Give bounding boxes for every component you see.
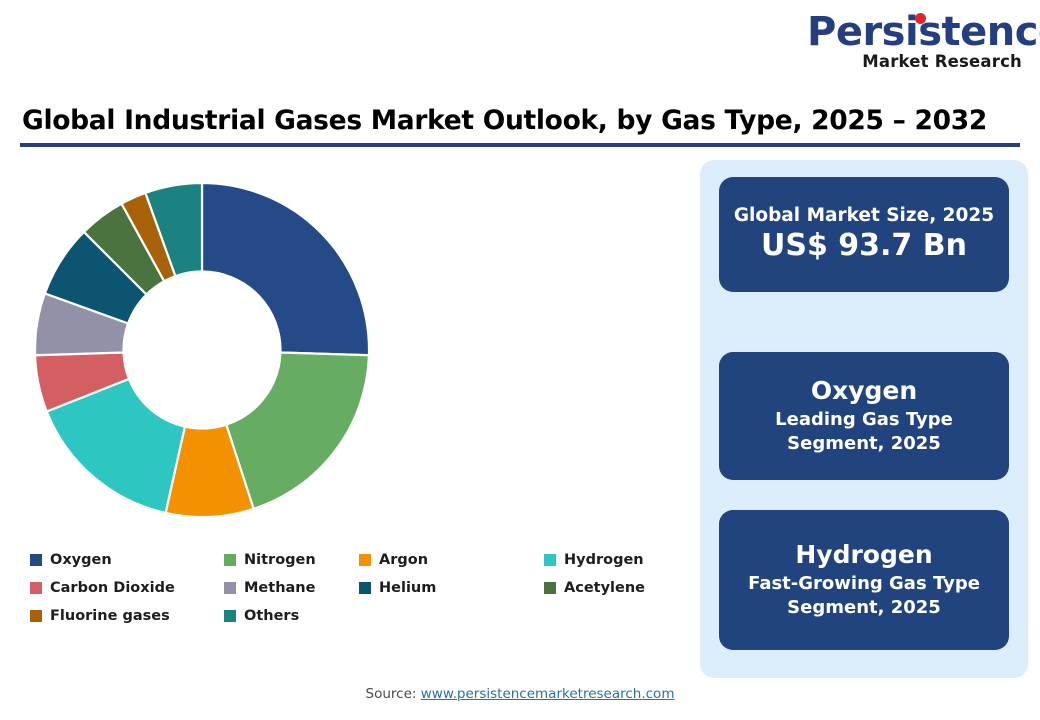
donut-chart-area: Oxygen: 25.5%Nitrogen: 19.5%Argon: 8.5%H…: [20, 160, 680, 540]
legend-swatch-icon: [359, 582, 371, 594]
legend-item-hydrogen[interactable]: Hydrogen: [544, 546, 680, 574]
donut-slice-hydrogen[interactable]: Hydrogen: 15.5%: [45, 377, 187, 515]
legend-swatch-icon: [30, 610, 42, 622]
donut-slice-group: Oxygen: 25.5%Nitrogen: 19.5%Argon: 8.5%H…: [33, 181, 371, 519]
title-divider: [20, 143, 1020, 147]
fast-growing-segment-card: Hydrogen Fast-Growing Gas Type Segment, …: [719, 510, 1009, 650]
legend-item-label: Acetylene: [564, 580, 645, 596]
market-size-card-value: US$ 93.7 Bn: [761, 228, 967, 264]
brand-logo: Persistence Market Research: [807, 12, 1040, 71]
legend-swatch-icon: [544, 582, 556, 594]
legend-item-helium[interactable]: Helium: [359, 574, 544, 602]
brand-accent-dot-icon: [915, 13, 926, 24]
source-prefix-label: Source:: [365, 686, 421, 702]
legend-item-label: Oxygen: [50, 552, 112, 568]
chart-legend: Oxygen Nitrogen Argon Hydrogen Carbon Dioxid…: [30, 546, 680, 630]
source-footer: Source: www.persistencemarketresearch.co…: [0, 686, 1040, 702]
leading-segment-card-title: Oxygen: [810, 375, 918, 405]
fast-growing-segment-card-sub-line-1: Fast-Growing Gas Type: [748, 573, 980, 595]
brand-name-text: Persistence: [807, 12, 1040, 52]
legend-swatch-icon: [224, 582, 236, 594]
legend-swatch-icon: [30, 554, 42, 566]
legend-item-label: Carbon Dioxide: [50, 580, 175, 596]
page-title: Global Industrial Gases Market Outlook, …: [22, 105, 988, 136]
legend-swatch-icon: [30, 582, 42, 594]
source-link[interactable]: www.persistencemarketresearch.com: [420, 686, 675, 702]
legend-item-oxygen[interactable]: Oxygen: [30, 546, 224, 574]
legend-item-label: Helium: [379, 580, 437, 596]
legend-item-label: Nitrogen: [244, 552, 316, 568]
legend-item-carbon-dioxide[interactable]: Carbon Dioxide: [30, 574, 224, 602]
legend-item-label: Argon: [379, 552, 429, 568]
legend-item-acetylene[interactable]: Acetylene: [544, 574, 680, 602]
legend-swatch-icon: [544, 554, 556, 566]
leading-segment-card-subtitle: Leading Gas Type Segment, 2025: [775, 408, 953, 455]
legend-item-nitrogen[interactable]: Nitrogen: [224, 546, 359, 574]
legend-item-label: Others: [244, 608, 300, 624]
legend-item-argon[interactable]: Argon: [359, 546, 544, 574]
leading-segment-card: Oxygen Leading Gas Type Segment, 2025: [719, 352, 1009, 480]
legend-item-label: Hydrogen: [564, 552, 644, 568]
legend-swatch-icon: [224, 610, 236, 622]
donut-slice-oxygen[interactable]: Oxygen: 25.5%: [200, 181, 371, 357]
leading-segment-card-sub-line-1: Leading Gas Type: [775, 409, 953, 431]
legend-item-fluorine-gases[interactable]: Fluorine gases: [30, 602, 224, 630]
highlights-panel: Global Market Size, 2025 US$ 93.7 Bn Oxy…: [700, 160, 1028, 678]
donut-slice-nitrogen[interactable]: Nitrogen: 19.5%: [224, 351, 371, 511]
legend-swatch-icon: [224, 554, 236, 566]
legend-item-methane[interactable]: Methane: [224, 574, 359, 602]
fast-growing-segment-card-title: Hydrogen: [795, 539, 933, 569]
legend-swatch-icon: [359, 554, 371, 566]
donut-chart: Oxygen: 25.5%Nitrogen: 19.5%Argon: 8.5%H…: [33, 181, 371, 519]
legend-item-label: Methane: [244, 580, 316, 596]
legend-item-label: Fluorine gases: [50, 608, 170, 624]
market-size-card-kicker: Global Market Size, 2025: [733, 204, 995, 226]
market-size-card: Global Market Size, 2025 US$ 93.7 Bn: [719, 177, 1009, 292]
legend-item-others[interactable]: Others: [224, 602, 359, 630]
donut-slice-others[interactable]: Others: 5.5%: [144, 181, 204, 278]
fast-growing-segment-card-subtitle: Fast-Growing Gas Type Segment, 2025: [748, 572, 980, 619]
fast-growing-segment-card-sub-line-2: Segment, 2025: [787, 596, 941, 618]
brand-tagline-label: Market Research: [862, 52, 1022, 71]
leading-segment-card-sub-line-2: Segment, 2025: [787, 432, 941, 454]
